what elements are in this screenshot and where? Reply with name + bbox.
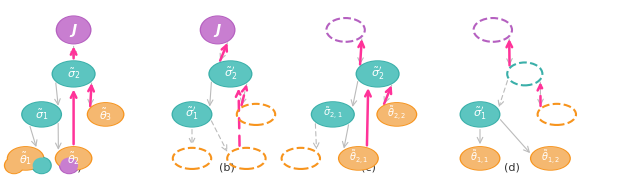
Ellipse shape: [173, 102, 211, 127]
Text: $\tilde{\theta}_{2,2}$: $\tilde{\theta}_{2,2}$: [387, 105, 406, 123]
Text: $\tilde{\theta}_{1,2}$: $\tilde{\theta}_{1,2}$: [541, 149, 560, 167]
Ellipse shape: [208, 60, 253, 88]
Ellipse shape: [87, 102, 124, 127]
Ellipse shape: [201, 16, 234, 43]
Text: $\tilde{\theta}_{1,1}$: $\tilde{\theta}_{1,1}$: [470, 149, 490, 167]
Ellipse shape: [172, 101, 212, 128]
Text: $\tilde{\sigma}_{2,1}$: $\tilde{\sigma}_{2,1}$: [323, 106, 342, 122]
Ellipse shape: [21, 101, 62, 128]
Text: (a): (a): [66, 162, 81, 172]
Text: J: J: [215, 23, 220, 37]
Text: $\tilde{\sigma}_1'$: $\tilde{\sigma}_1'$: [186, 106, 198, 122]
Ellipse shape: [53, 61, 95, 87]
Text: $\tilde{\theta}_1$: $\tilde{\theta}_1$: [19, 150, 32, 167]
Ellipse shape: [7, 146, 45, 171]
Ellipse shape: [209, 61, 251, 87]
Text: $\tilde{\theta}_2$: $\tilde{\theta}_2$: [67, 150, 80, 167]
Ellipse shape: [5, 158, 23, 173]
Ellipse shape: [56, 15, 92, 45]
Text: (c): (c): [360, 162, 376, 172]
Ellipse shape: [22, 102, 61, 127]
Ellipse shape: [461, 102, 499, 127]
Ellipse shape: [357, 61, 398, 87]
Ellipse shape: [59, 157, 79, 174]
Text: $\tilde{\sigma}_1'$: $\tilde{\sigma}_1'$: [474, 106, 486, 122]
Ellipse shape: [88, 103, 124, 126]
Text: (b): (b): [220, 162, 235, 172]
Text: $\tilde{\theta}_{2,1}$: $\tilde{\theta}_{2,1}$: [349, 149, 368, 167]
Ellipse shape: [56, 147, 92, 170]
Ellipse shape: [356, 60, 399, 88]
Text: $\tilde{\sigma}_2'$: $\tilde{\sigma}_2'$: [224, 66, 237, 82]
Text: $\tilde{\theta}_3$: $\tilde{\theta}_3$: [99, 106, 112, 123]
Ellipse shape: [57, 16, 90, 43]
Ellipse shape: [8, 147, 44, 170]
Ellipse shape: [378, 103, 416, 126]
Ellipse shape: [52, 60, 96, 88]
Ellipse shape: [31, 157, 52, 174]
Ellipse shape: [460, 101, 500, 128]
Ellipse shape: [531, 147, 570, 170]
Ellipse shape: [376, 102, 417, 127]
Ellipse shape: [200, 15, 236, 45]
Ellipse shape: [33, 158, 51, 173]
Ellipse shape: [4, 157, 24, 174]
Ellipse shape: [461, 147, 499, 170]
Ellipse shape: [60, 158, 78, 173]
Ellipse shape: [338, 146, 379, 171]
Ellipse shape: [311, 101, 355, 128]
Text: $\tilde{\sigma}_2$: $\tilde{\sigma}_2$: [67, 67, 80, 81]
Ellipse shape: [460, 146, 500, 171]
Ellipse shape: [312, 102, 354, 127]
Text: $\tilde{\sigma}_2'$: $\tilde{\sigma}_2'$: [371, 66, 384, 82]
Ellipse shape: [55, 146, 93, 171]
Ellipse shape: [530, 146, 571, 171]
Text: (d): (d): [504, 162, 520, 172]
Text: J: J: [71, 23, 76, 37]
Text: $\tilde{\sigma}_1$: $\tilde{\sigma}_1$: [35, 107, 48, 122]
Ellipse shape: [339, 147, 378, 170]
